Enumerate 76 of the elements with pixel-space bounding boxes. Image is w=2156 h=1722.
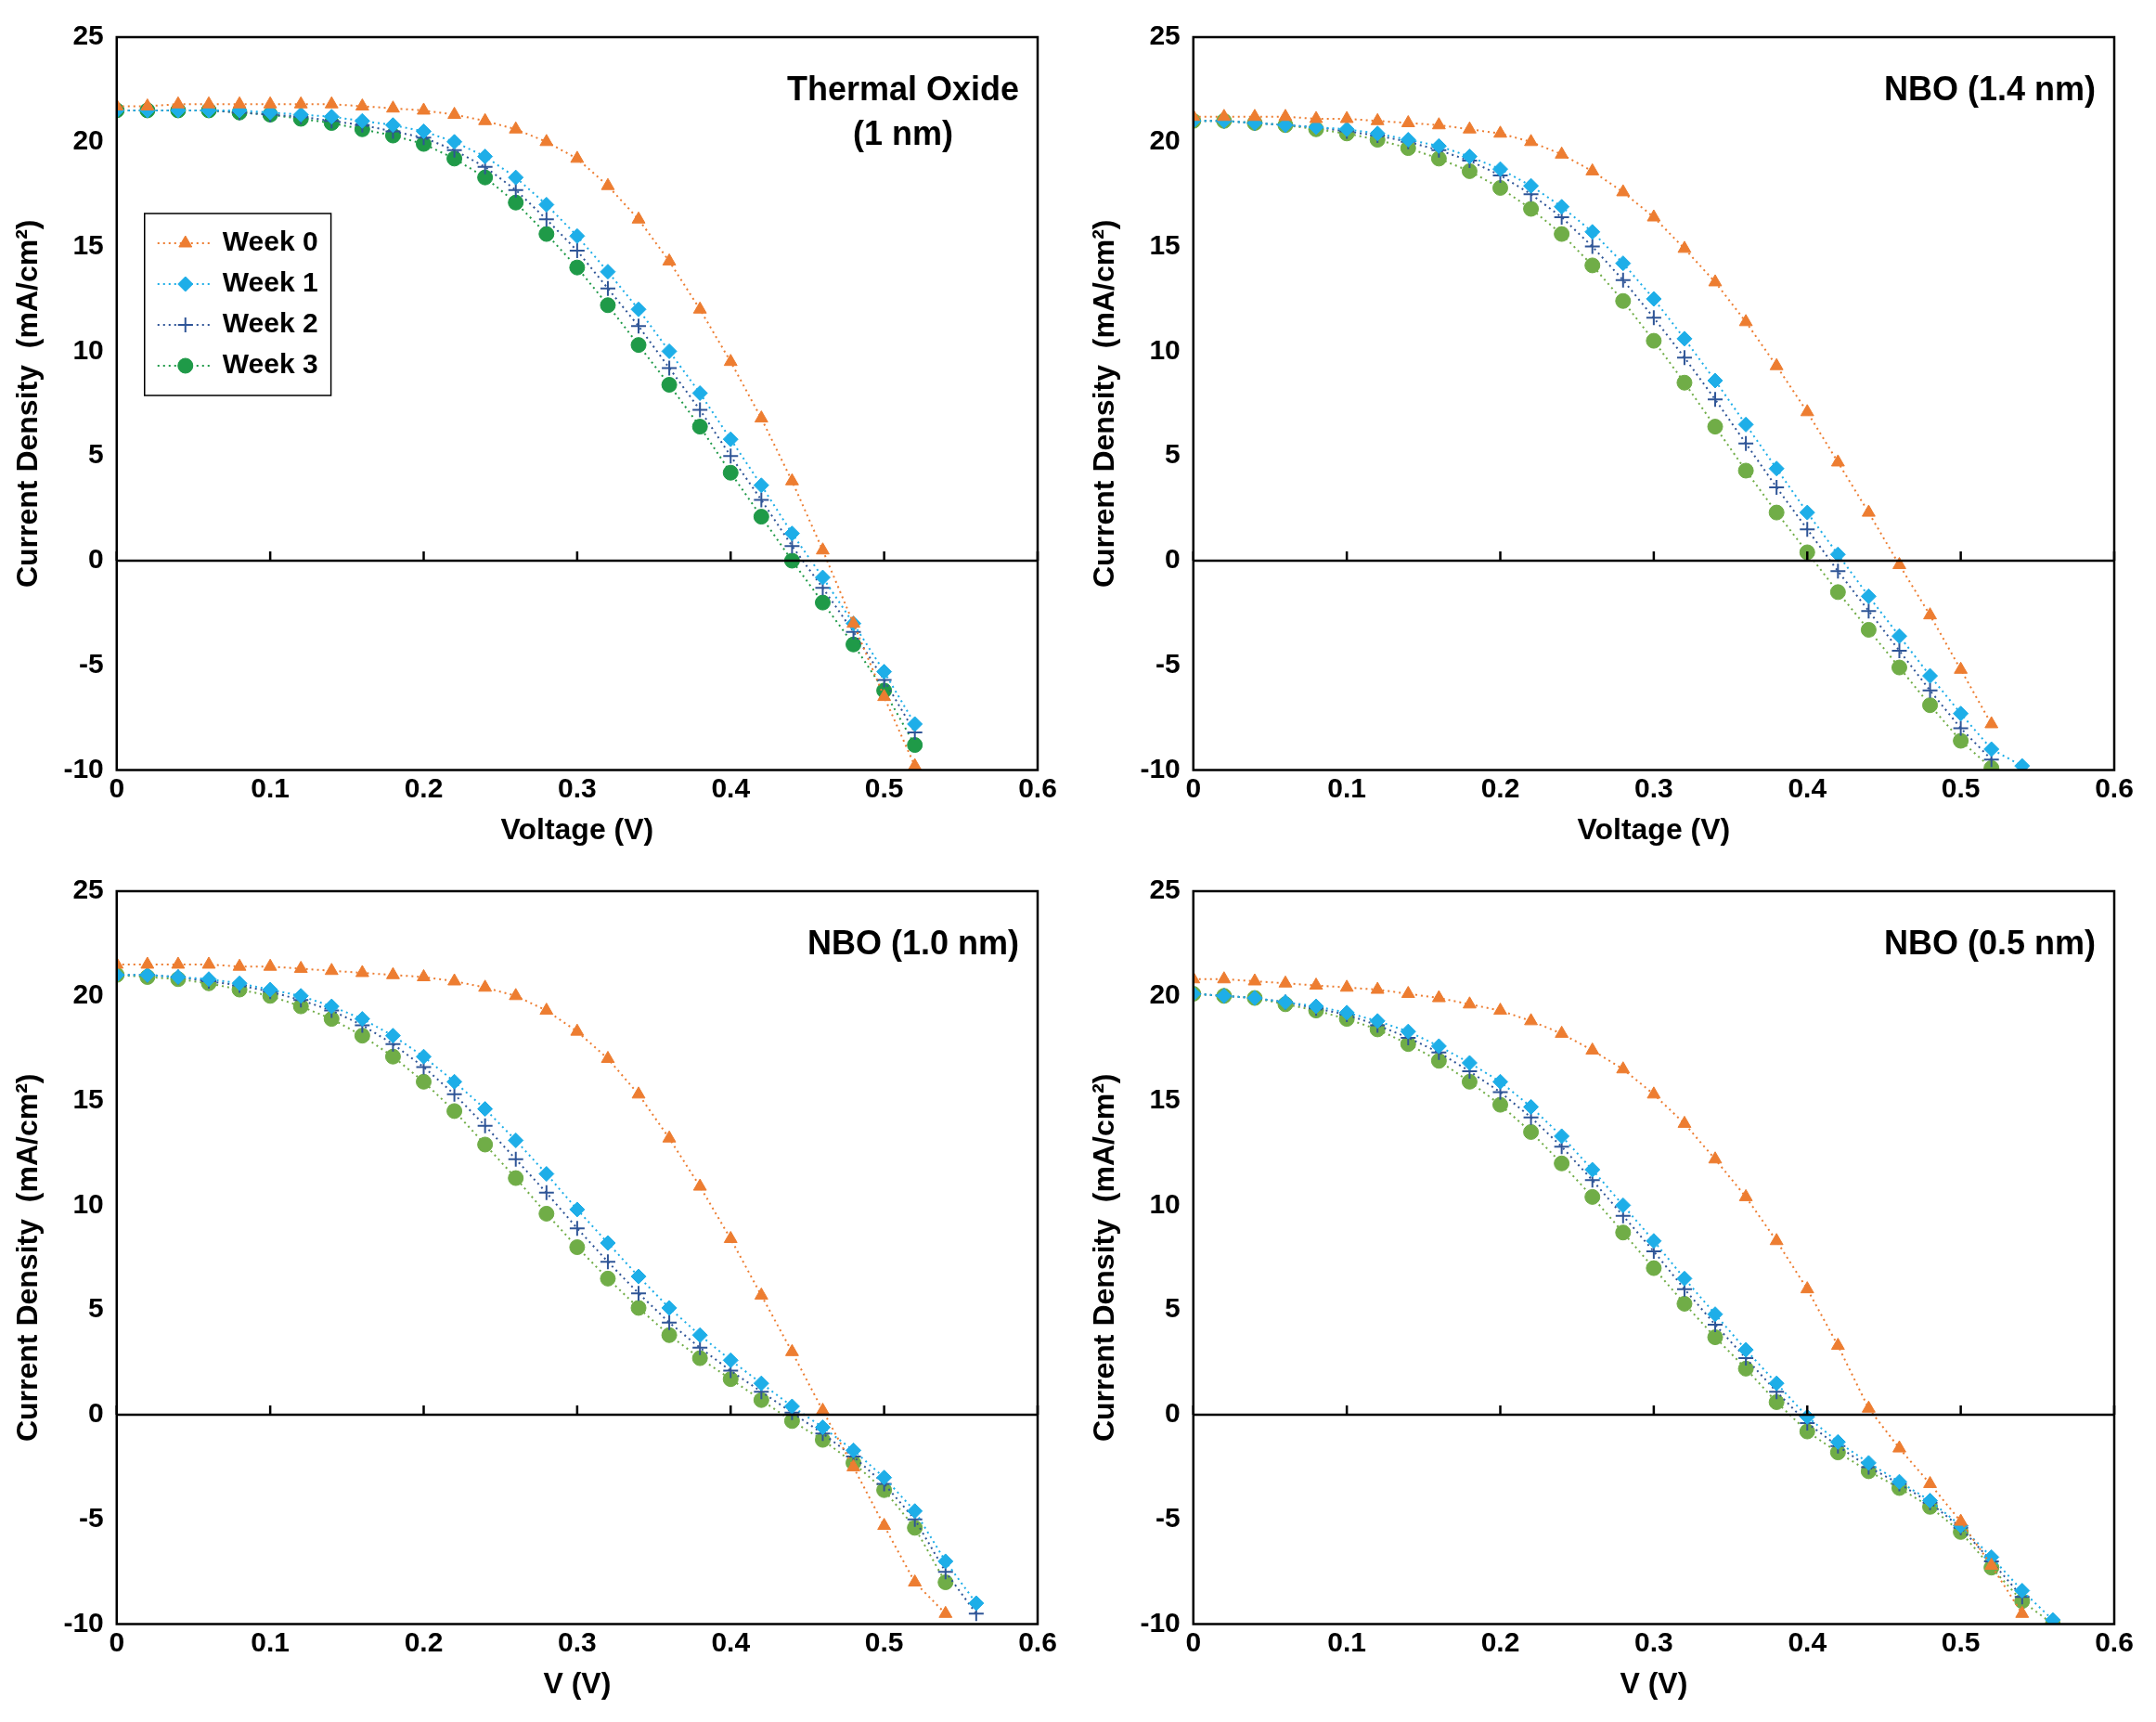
y-tick-label: 15	[1149, 228, 1181, 260]
x-tick-label: 0.4	[1788, 1625, 1827, 1657]
x-tick-label: 0.6	[1018, 771, 1057, 803]
y-tick-label: 5	[88, 438, 104, 470]
legend-label: Week 0	[222, 226, 318, 257]
x-tick-label: 0.6	[1018, 1625, 1057, 1657]
y-tick-label: 20	[1149, 978, 1181, 1010]
text: Thermal Oxide (1 nm)	[786, 69, 1019, 152]
y-tick-label: -10	[63, 1606, 104, 1638]
x-tick-label: 0	[1185, 1625, 1202, 1657]
y-tick-label: 0	[88, 1397, 104, 1429]
x-tick-label: 0.1	[251, 771, 290, 803]
y-tick-label: 0	[1165, 543, 1181, 575]
y-tick-label: 15	[72, 228, 104, 260]
y-tick-label: 10	[1149, 1187, 1181, 1219]
x-tick-label: 0.1	[1327, 771, 1366, 803]
x-tick-label: 0.5	[1941, 771, 1981, 803]
y-tick-label: 25	[72, 19, 104, 51]
y-tick-label: 25	[72, 874, 104, 905]
y-tick-label: -5	[79, 648, 104, 680]
y-tick-label: 25	[1149, 19, 1181, 51]
x-tick-label: 0.5	[864, 1625, 904, 1657]
y-axis-title: Current Density (mA/cm²)	[10, 1073, 45, 1443]
x-axis-title: Voltage (V)	[500, 811, 654, 846]
x-tick-label: 0.3	[558, 771, 597, 803]
x-tick-label: 0.1	[251, 1625, 290, 1657]
x-axis-title: V (V)	[543, 1665, 612, 1700]
y-tick-label: 10	[1149, 333, 1181, 365]
y-tick-label: -10	[1140, 1606, 1181, 1638]
x-tick-label: 0.2	[404, 771, 444, 803]
x-tick-label: 0.4	[1788, 771, 1827, 803]
text: NBO (1.4 nm)	[1883, 69, 2096, 108]
y-tick-label: 20	[1149, 124, 1181, 156]
y-tick-label: -10	[1140, 752, 1181, 783]
x-tick-label: 0.3	[1634, 1625, 1673, 1657]
y-axis-title: Current Density (mA/cm²)	[10, 219, 45, 589]
x-tick-label: 0.1	[1327, 1625, 1366, 1657]
y-tick-label: -10	[63, 752, 104, 783]
y-tick-label: 10	[72, 333, 104, 365]
y-tick-label: 15	[1149, 1082, 1181, 1114]
y-tick-label: 15	[72, 1082, 104, 1114]
y-tick-label: -5	[79, 1502, 104, 1534]
y-tick-label: 5	[1165, 438, 1181, 470]
x-tick-label: 0.5	[864, 771, 904, 803]
text: NBO (1.0 nm)	[807, 923, 1019, 962]
x-tick-label: 0.4	[711, 1625, 751, 1657]
x-tick-label: 0.3	[558, 1625, 597, 1657]
y-tick-label: 25	[1149, 874, 1181, 905]
x-tick-label: 0	[1185, 771, 1202, 803]
x-tick-label: 0.2	[1480, 1625, 1520, 1657]
legend-label: Week 1	[222, 266, 318, 298]
y-tick-label: 5	[1165, 1292, 1181, 1324]
text: NBO (0.5 nm)	[1883, 923, 2096, 962]
x-tick-label: 0.2	[404, 1625, 444, 1657]
y-tick-label: 10	[72, 1187, 104, 1219]
x-axis-title: V (V)	[1620, 1665, 1688, 1700]
x-tick-label: 0	[109, 771, 125, 803]
legend-label: Week 2	[222, 307, 318, 339]
y-tick-label: -5	[1155, 648, 1181, 680]
y-axis-title: Current Density (mA/cm²)	[1087, 1073, 1121, 1443]
x-tick-label: 0.3	[1634, 771, 1673, 803]
x-tick-label: 0.6	[2095, 1625, 2134, 1657]
x-axis-title: Voltage (V)	[1577, 811, 1731, 846]
y-tick-label: -5	[1155, 1502, 1181, 1534]
y-axis-title: Current Density (mA/cm²)	[1087, 219, 1121, 589]
y-tick-label: 0	[88, 543, 104, 575]
x-tick-label: 0.5	[1941, 1625, 1981, 1657]
y-tick-label: 20	[72, 124, 104, 156]
y-tick-label: 5	[88, 1292, 104, 1324]
x-tick-label: 0.6	[2095, 771, 2134, 803]
y-tick-label: 20	[72, 978, 104, 1010]
y-tick-label: 0	[1165, 1397, 1181, 1429]
x-tick-label: 0	[109, 1625, 125, 1657]
x-tick-label: 0.2	[1480, 771, 1520, 803]
legend-label: Week 3	[222, 348, 318, 380]
x-tick-label: 0.4	[711, 771, 751, 803]
